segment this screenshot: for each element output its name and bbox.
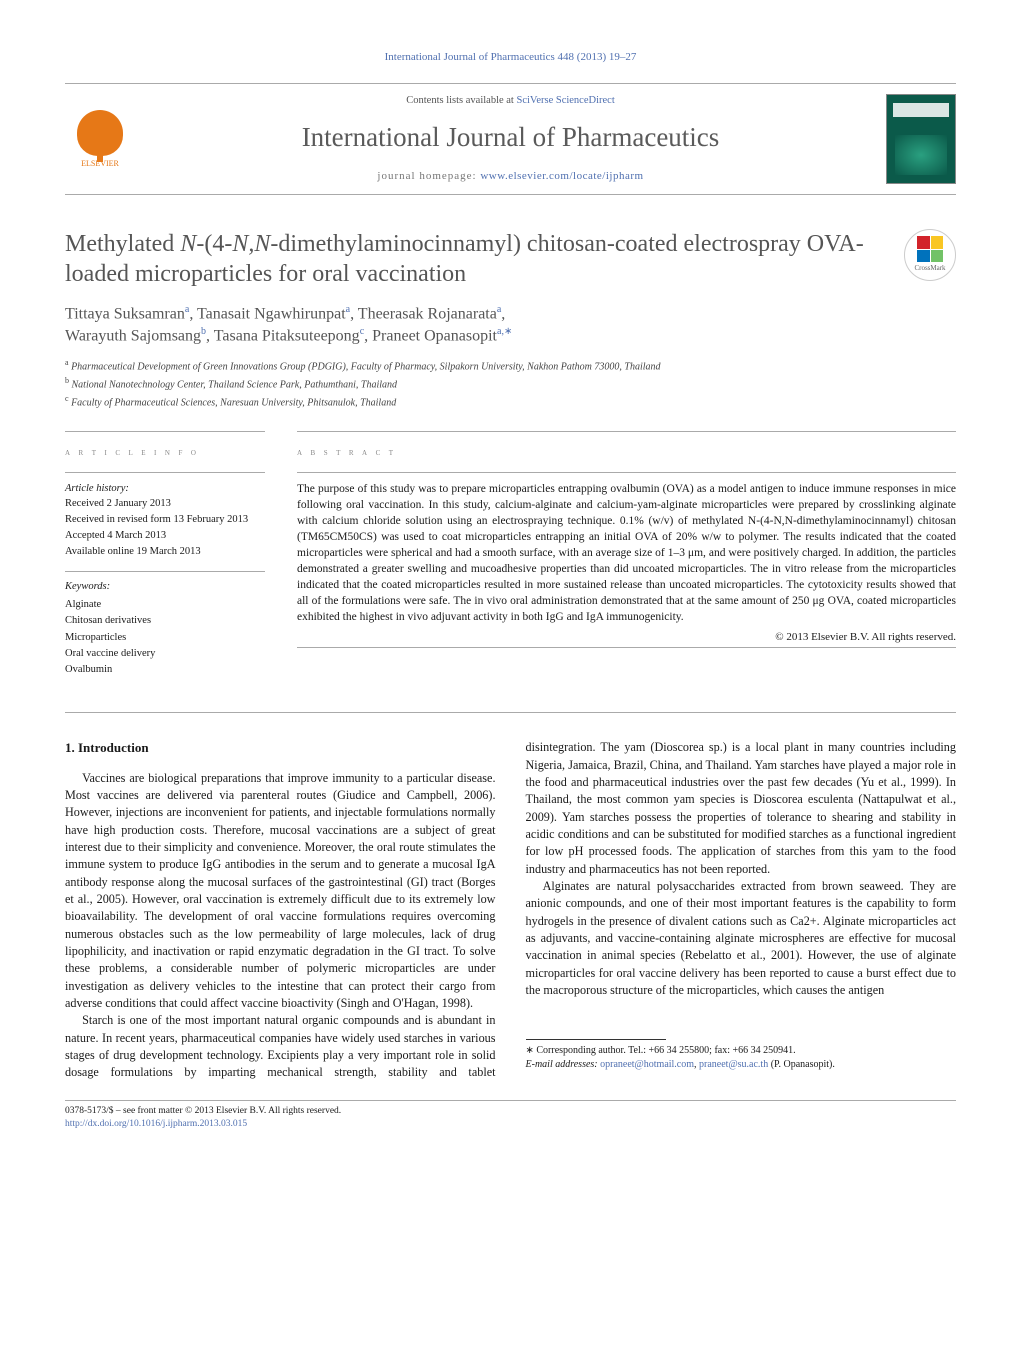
crossmark-label: CrossMark [914, 264, 945, 274]
running-head-citation: International Journal of Pharmaceutics 4… [65, 50, 956, 65]
footnote-email-label: E-mail addresses: [526, 1059, 601, 1070]
article-info-column: a r t i c l e i n f o Article history: R… [65, 431, 265, 679]
author-3: , Theerasak Rojanarata [350, 306, 497, 323]
sciencedirect-link[interactable]: SciVerse ScienceDirect [516, 95, 614, 106]
history-online: Available online 19 March 2013 [65, 544, 265, 560]
affiliation-b: b National Nanotechnology Center, Thaila… [65, 375, 956, 393]
author-5: , Tasana Pitaksuteepong [206, 328, 360, 345]
elsevier-tree-icon [77, 110, 123, 156]
abstract-copyright: © 2013 Elsevier B.V. All rights reserved… [297, 630, 956, 645]
footnote-corr-line: ∗ Corresponding author. Tel.: +66 34 255… [526, 1044, 957, 1058]
abstract-bottom-rule [297, 647, 956, 648]
article-history: Article history: Received 2 January 2013… [65, 481, 265, 560]
keyword-item: Microparticles [65, 630, 265, 646]
article-info-heading: a r t i c l e i n f o [65, 446, 265, 460]
history-received: Received 2 January 2013 [65, 496, 265, 512]
keyword-item: Alginate [65, 597, 265, 613]
affiliation-c: c Faculty of Pharmaceutical Sciences, Na… [65, 393, 956, 411]
footer-rule [65, 1100, 956, 1101]
author-2: , Tanasait Ngawhirunpat [189, 306, 345, 323]
info-rule [65, 472, 265, 473]
footnote-rule [526, 1039, 666, 1040]
intro-paragraph-3: Alginates are natural polysaccharides ex… [526, 878, 957, 999]
history-accepted: Accepted 4 March 2013 [65, 528, 265, 544]
page-root: International Journal of Pharmaceutics 4… [0, 0, 1021, 1171]
affiliations: a Pharmaceutical Development of Green In… [65, 357, 956, 410]
footer-front-matter: 0378-5173/$ – see front matter © 2013 El… [65, 1105, 956, 1118]
section-heading-intro: 1. Introduction [65, 739, 496, 757]
author-3-aff: a [497, 304, 501, 315]
journal-homepage-link[interactable]: www.elsevier.com/locate/ijpharm [480, 170, 643, 182]
paper-title: Methylated N-(4-N,N-dimethylaminocinnamy… [65, 229, 884, 289]
contents-prefix: Contents lists available at [406, 95, 516, 106]
intro-paragraph-1: Vaccines are biological preparations tha… [65, 770, 496, 1013]
journal-homepage-line: journal homepage: www.elsevier.com/locat… [153, 169, 868, 184]
affiliation-a: a Pharmaceutical Development of Green In… [65, 357, 956, 375]
title-italic-1: N [180, 231, 196, 257]
elsevier-logo: ELSEVIER [65, 99, 135, 179]
author-6-aff: a,∗ [497, 326, 512, 337]
keywords-rule [65, 571, 265, 572]
contents-available-line: Contents lists available at SciVerse Sci… [153, 94, 868, 109]
title-italic-2: N,N [232, 231, 270, 257]
keyword-item: Oral vaccine delivery [65, 646, 265, 662]
corresponding-author-footnote: ∗ Corresponding author. Tel.: +66 34 255… [526, 1044, 957, 1072]
body-two-column: 1. Introduction Vaccines are biological … [65, 712, 956, 1081]
history-revised: Received in revised form 13 February 201… [65, 512, 265, 528]
footnote-email-2[interactable]: praneet@su.ac.th [699, 1059, 768, 1070]
crossmark-badge[interactable]: CrossMark [904, 229, 956, 281]
author-6: , Praneet Opanasopit [364, 328, 497, 345]
info-and-abstract-row: a r t i c l e i n f o Article history: R… [65, 431, 956, 679]
journal-cover-thumbnail [886, 94, 956, 184]
keyword-item: Ovalbumin [65, 662, 265, 678]
journal-name: International Journal of Pharmaceutics [153, 119, 868, 157]
title-block: Methylated N-(4-N,N-dimethylaminocinnamy… [65, 229, 956, 289]
homepage-prefix: journal homepage: [377, 170, 480, 182]
keyword-item: Chitosan derivatives [65, 613, 265, 629]
abstract-column: a b s t r a c t The purpose of this stud… [297, 431, 956, 679]
author-4: Warayuth Sajomsang [65, 328, 201, 345]
authors-list: Tittaya Suksamran a , Tanasait Ngawhirunpa… [65, 303, 956, 347]
page-footer: 0378-5173/$ – see front matter © 2013 El… [65, 1105, 956, 1132]
title-mid1: -(4- [196, 231, 232, 257]
footnote-email-1[interactable]: opraneet@hotmail.com [600, 1059, 694, 1070]
crossmark-icon [917, 236, 943, 262]
keywords-label: Keywords: [65, 580, 265, 595]
title-part-pre: Methylated [65, 231, 180, 257]
footnote-email-line: E-mail addresses: opraneet@hotmail.com, … [526, 1058, 957, 1072]
masthead-center: Contents lists available at SciVerse Sci… [153, 94, 868, 184]
abstract-text: The purpose of this study was to prepare… [297, 481, 956, 626]
keywords-list: Alginate Chitosan derivatives Microparti… [65, 597, 265, 678]
abstract-heading: a b s t r a c t [297, 446, 956, 460]
abstract-rule [297, 472, 956, 473]
history-label: Article history: [65, 481, 265, 497]
masthead: ELSEVIER Contents lists available at Sci… [65, 83, 956, 195]
footnote-email-tail: (P. Opanasopit). [768, 1059, 835, 1070]
author-1: Tittaya Suksamran [65, 306, 185, 323]
doi-link[interactable]: http://dx.doi.org/10.1016/j.ijpharm.2013… [65, 1119, 247, 1129]
